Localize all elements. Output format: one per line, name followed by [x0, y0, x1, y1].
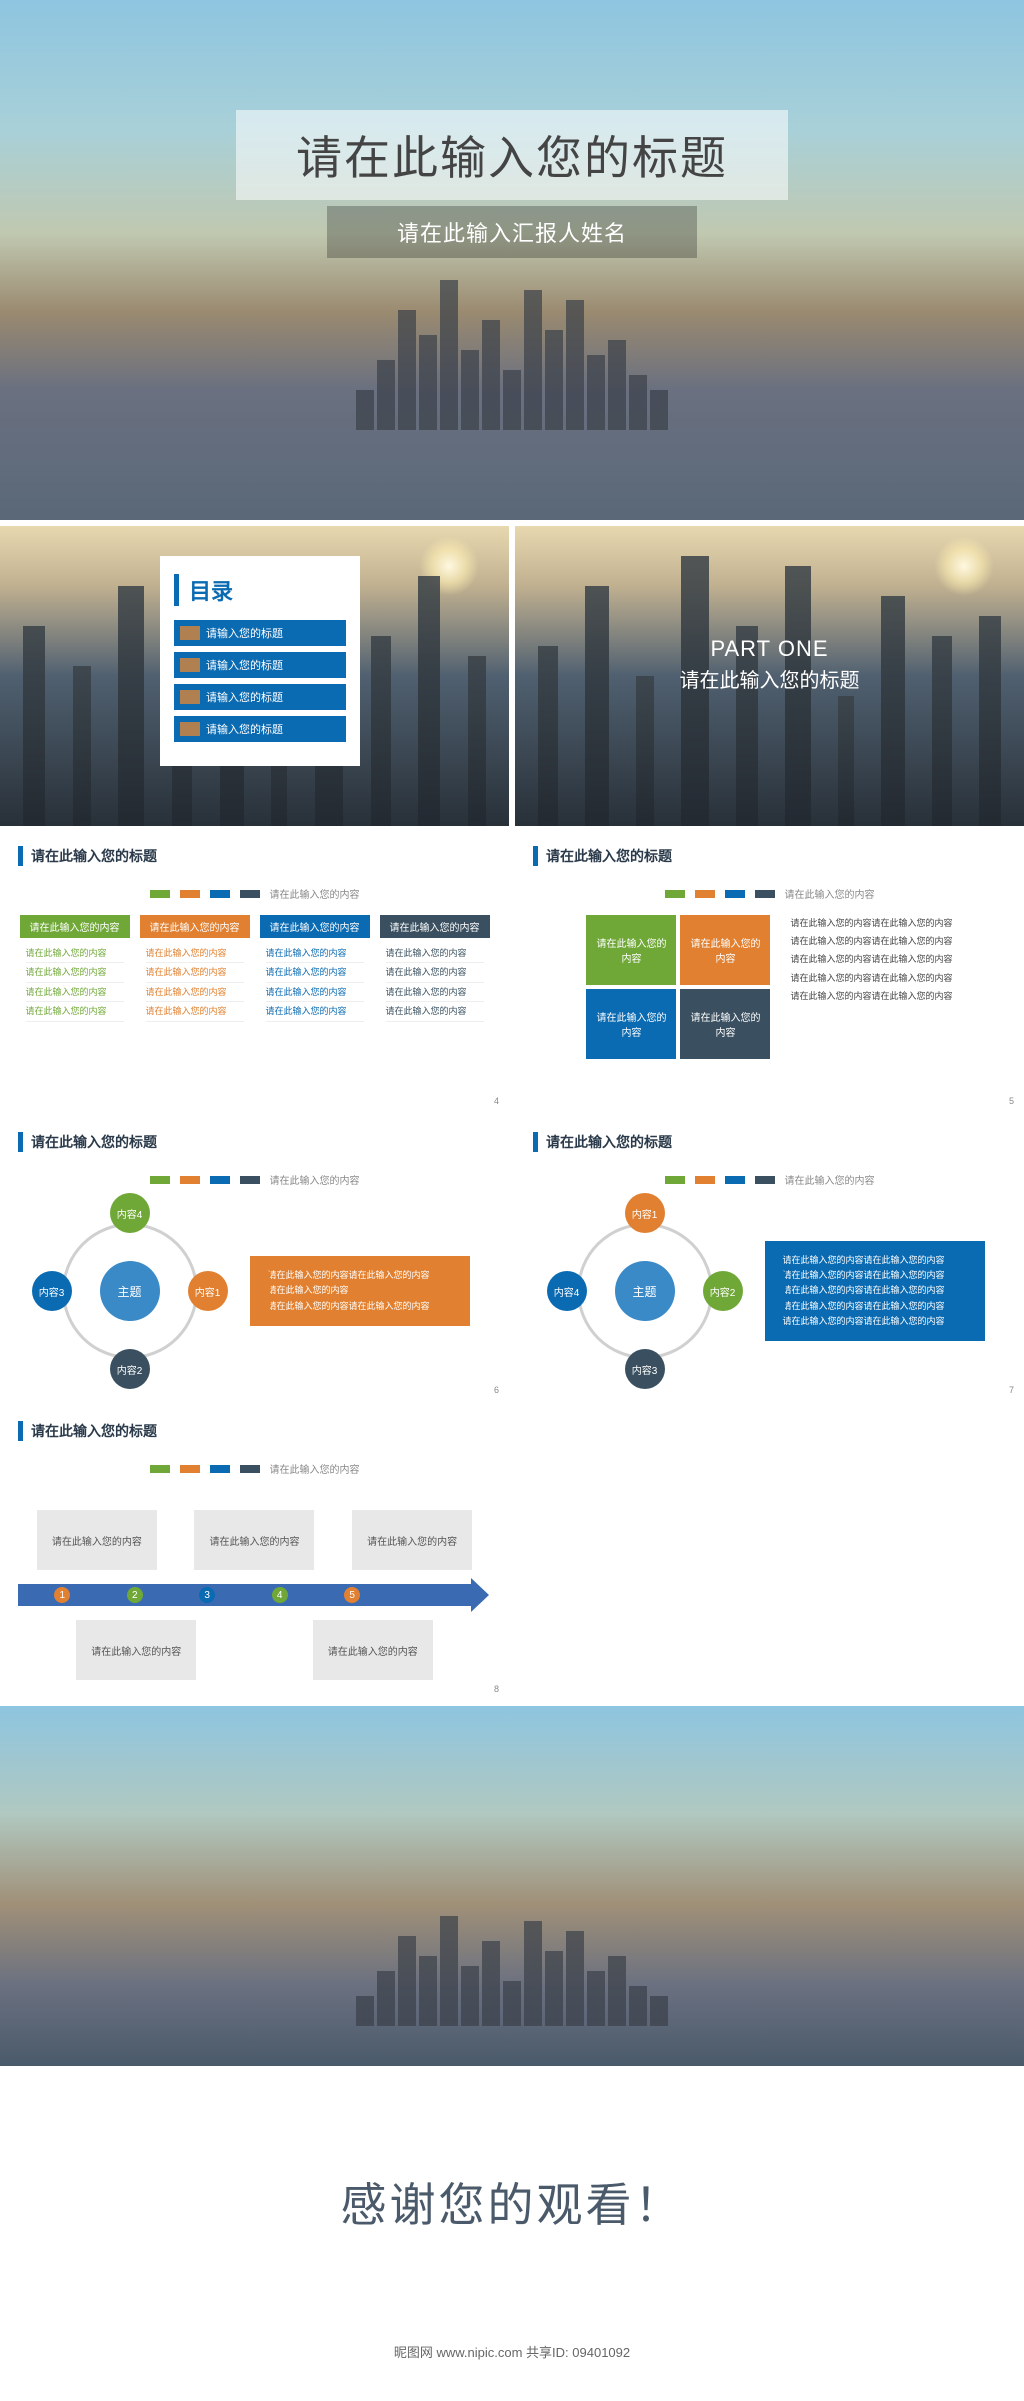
skyline-deco: [0, 270, 1024, 430]
toc-item: 请输入您的标题: [174, 652, 346, 678]
row-s6-s7: 请在此输入您的标题 请在此输入您的内容 主题内容4内容1内容2内容3 请在此输入…: [0, 1118, 1024, 1401]
subtitle-box: 请在此输入汇报人姓名: [327, 206, 697, 258]
tl-dot: 4: [272, 1587, 288, 1603]
circ-node: 内容2: [110, 1349, 150, 1389]
circ-node: 内容3: [625, 1349, 665, 1389]
s5-heading: 请在此输入您的标题: [533, 846, 1006, 866]
s7-legend: 请在此输入您的内容: [533, 1172, 1006, 1187]
s6-pagenum: 6: [494, 1385, 499, 1395]
toc-item: 请输入您的标题: [174, 684, 346, 710]
slide-6: 请在此输入您的标题 请在此输入您的内容 主题内容4内容1内容2内容3 请在此输入…: [0, 1118, 509, 1401]
part-title: 请在此输入您的标题: [515, 664, 1024, 693]
thanks-text: 感谢您的观看！: [0, 2072, 1024, 2332]
s4-column: 请在此输入您的内容请在此输入您的内容请在此输入您的内容请在此输入您的内容请在此输…: [20, 915, 130, 1028]
toc-item: 请输入您的标题: [174, 716, 346, 742]
tl-box: 请在此输入您的内容: [76, 1620, 196, 1680]
slide-7: 请在此输入您的标题 请在此输入您的内容 主题内容1内容2内容3内容4 请在此输入…: [515, 1118, 1024, 1401]
s4-pagenum: 4: [494, 1096, 499, 1106]
slide-5: 请在此输入您的标题 请在此输入您的内容 请在此输入您的内容请在此输入您的内容请在…: [515, 832, 1024, 1112]
part-slide: PART ONE 请在此输入您的标题: [515, 526, 1024, 826]
s8-timeline: 请在此输入您的内容请在此输入您的内容请在此输入您的内容 12345 请在此输入您…: [18, 1490, 491, 1680]
toc-panel: 目录 请输入您的标题请输入您的标题请输入您的标题请输入您的标题: [160, 556, 360, 766]
s5-grid: 请在此输入您的内容请在此输入您的内容请在此输入您的内容请在此输入您的内容: [586, 915, 770, 1059]
s7-diagram: 主题内容1内容2内容3内容4 请在此输入您的内容请在此输入您的内容请在此输入您的…: [533, 1201, 1006, 1381]
tl-box: 请在此输入您的内容: [352, 1510, 472, 1570]
toc-heading: 目录: [174, 574, 346, 606]
cover-title: 请在此输入您的标题: [296, 122, 728, 188]
s5-tile: 请在此输入您的内容: [586, 915, 676, 985]
s8-pagenum: 8: [494, 1684, 499, 1694]
circ-node: 内容1: [188, 1271, 228, 1311]
slide-4: 请在此输入您的标题 请在此输入您的内容 请在此输入您的内容请在此输入您的内容请在…: [0, 832, 509, 1112]
row-s8: 请在此输入您的标题 请在此输入您的内容 请在此输入您的内容请在此输入您的内容请在…: [0, 1407, 1024, 1700]
s4-column: 请在此输入您的内容请在此输入您的内容请在此输入您的内容请在此输入您的内容请在此输…: [260, 915, 370, 1028]
circ-node: 内容4: [547, 1271, 587, 1311]
tl-dot: 1: [54, 1587, 70, 1603]
slide-8: 请在此输入您的标题 请在此输入您的内容 请在此输入您的内容请在此输入您的内容请在…: [0, 1407, 509, 1700]
part-label: PART ONE: [515, 636, 1024, 662]
circ-node: 内容2: [703, 1271, 743, 1311]
s5-tile: 请在此输入您的内容: [680, 989, 770, 1059]
tl-box: 请在此输入您的内容: [313, 1620, 433, 1680]
s6-center: 主题: [100, 1261, 160, 1321]
s8-legend: 请在此输入您的内容: [18, 1461, 491, 1476]
s5-pagenum: 5: [1009, 1096, 1014, 1106]
part-box: PART ONE 请在此输入您的标题: [515, 636, 1024, 693]
circ-node: 内容1: [625, 1193, 665, 1233]
tl-dot: 5: [344, 1587, 360, 1603]
row-toc-part: 目录 请输入您的标题请输入您的标题请输入您的标题请输入您的标题 PART ONE…: [0, 526, 1024, 826]
s5-wrap: 请在此输入您的内容请在此输入您的内容请在此输入您的内容请在此输入您的内容 请在此…: [533, 915, 1006, 1059]
tl-box: 请在此输入您的内容: [37, 1510, 157, 1570]
s6-diagram: 主题内容4内容1内容2内容3 请在此输入您的内容请在此输入您的内容请在此输入您的…: [18, 1201, 491, 1381]
s5-legend: 请在此输入您的内容: [533, 886, 1006, 901]
cover-slide: 请在此输入您的标题 请在此输入汇报人姓名: [0, 0, 1024, 520]
s5-text: 请在此输入您的内容请在此输入您的内容请在此输入您的内容请在此输入您的内容请在此输…: [790, 915, 952, 1006]
tl-dot: 3: [199, 1587, 215, 1603]
footer-id: 昵图网 www.nipic.com 共享ID: 09401092: [0, 2332, 1024, 2401]
s4-columns: 请在此输入您的内容请在此输入您的内容请在此输入您的内容请在此输入您的内容请在此输…: [18, 915, 491, 1028]
s5-tile: 请在此输入您的内容: [586, 989, 676, 1059]
s6-callout: 请在此输入您的内容请在此输入您的内容请在此输入您的内容请在此输入您的内容请在此输…: [250, 1256, 470, 1326]
s7-heading: 请在此输入您的标题: [533, 1132, 1006, 1152]
toc-slide: 目录 请输入您的标题请输入您的标题请输入您的标题请输入您的标题: [0, 526, 509, 826]
s7-callout: 请在此输入您的内容请在此输入您的内容请在此输入您的内容请在此输入您的内容请在此输…: [765, 1241, 985, 1341]
cover-subtitle: 请在此输入汇报人姓名: [397, 216, 627, 248]
s4-column: 请在此输入您的内容请在此输入您的内容请在此输入您的内容请在此输入您的内容请在此输…: [140, 915, 250, 1028]
s5-tile: 请在此输入您的内容: [680, 915, 770, 985]
circ-node: 内容3: [32, 1271, 72, 1311]
s4-heading: 请在此输入您的标题: [18, 846, 491, 866]
title-box: 请在此输入您的标题: [236, 110, 788, 200]
s8-heading: 请在此输入您的标题: [18, 1421, 491, 1441]
row-s4-s5: 请在此输入您的标题 请在此输入您的内容 请在此输入您的内容请在此输入您的内容请在…: [0, 832, 1024, 1112]
s7-center: 主题: [615, 1261, 675, 1321]
closing-image: [0, 1706, 1024, 2066]
tl-dot: 2: [127, 1587, 143, 1603]
s6-heading: 请在此输入您的标题: [18, 1132, 491, 1152]
s6-legend: 请在此输入您的内容: [18, 1172, 491, 1187]
tl-box: 请在此输入您的内容: [194, 1510, 314, 1570]
s4-legend: 请在此输入您的内容: [18, 886, 491, 901]
s7-pagenum: 7: [1009, 1385, 1014, 1395]
s4-column: 请在此输入您的内容请在此输入您的内容请在此输入您的内容请在此输入您的内容请在此输…: [380, 915, 490, 1028]
toc-item: 请输入您的标题: [174, 620, 346, 646]
circ-node: 内容4: [110, 1193, 150, 1233]
